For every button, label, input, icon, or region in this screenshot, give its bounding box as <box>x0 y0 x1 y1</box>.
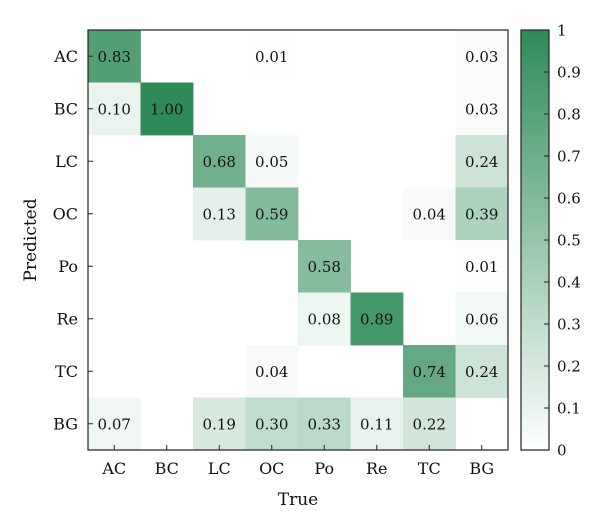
cell-value-label: 0.33 <box>308 415 341 433</box>
colorbar-tick-label: 0.8 <box>557 106 581 124</box>
y-tick-label: BG <box>53 414 78 433</box>
x-tick-label: Re <box>366 459 388 478</box>
heatmap-cell <box>455 82 509 136</box>
colorbar-tick-label: 0.9 <box>557 64 581 82</box>
cell-value-label: 0.11 <box>360 415 393 433</box>
heatmap-cell <box>88 30 141 83</box>
heatmap-cells: 0.83 0.01 0.03 0.10 1.00 0.03 0.68 0.05 0.24 0.13… <box>88 30 509 451</box>
cell-value-label: 0.68 <box>203 153 236 171</box>
heatmap-cell <box>403 345 456 398</box>
y-tick-label: BC <box>54 99 78 118</box>
colorbar-tick-label: 0.7 <box>557 148 581 166</box>
heatmap-cell <box>455 240 509 293</box>
colorbar-ticks: 0 0.1 0.2 0.3 0.4 0.5 0.6 0.7 0.8 0.9 1 <box>544 22 581 460</box>
cell-value-label: 0.58 <box>308 258 341 276</box>
colorbar-tick-label: 0 <box>557 442 567 460</box>
colorbar-tick-label: 0.3 <box>557 316 581 334</box>
colorbar-tick-label: 0.4 <box>557 274 581 292</box>
cell-value-label: 0.01 <box>465 258 498 276</box>
heatmap-cell <box>88 397 141 451</box>
heatmap-cell <box>245 345 299 398</box>
heatmap-cell <box>193 397 246 451</box>
heatmap-cell <box>403 187 456 241</box>
colorbar-tick-label: 0.5 <box>557 232 581 250</box>
cell-value-label: 0.19 <box>203 415 236 433</box>
colorbar-tick-label: 1 <box>557 22 567 40</box>
y-tick-label: LC <box>55 152 78 171</box>
heatmap-cell <box>245 187 299 241</box>
heatmap-cell <box>455 187 509 241</box>
heatmap-cell <box>140 82 194 136</box>
heatmap-cell <box>245 30 299 83</box>
heatmap-cell <box>245 135 299 188</box>
heatmap-cell <box>455 292 509 346</box>
heatmap-cell <box>455 135 509 188</box>
cell-value-label: 0.01 <box>255 48 288 66</box>
cell-value-label: 0.22 <box>413 415 446 433</box>
cell-value-label: 0.83 <box>98 48 131 66</box>
cell-value-label: 0.03 <box>465 100 498 118</box>
cell-value-label: 0.08 <box>308 310 341 328</box>
cell-value-label: 0.04 <box>413 205 446 223</box>
y-tick-label: Re <box>56 309 78 328</box>
heatmap-cell <box>455 30 509 83</box>
y-axis-label: Predicted <box>21 198 41 281</box>
y-tick-label: AC <box>53 47 78 66</box>
plot-frame <box>87 29 509 451</box>
y-tick-label: TC <box>55 362 78 381</box>
x-tick-label: AC <box>101 459 126 478</box>
x-tick-label: Po <box>314 459 334 478</box>
heatmap-cell <box>193 187 246 241</box>
colorbar-tick-label: 0.2 <box>557 358 581 376</box>
heatmap-cell <box>245 397 299 451</box>
heatmap-cell <box>350 397 404 451</box>
cell-value-label: 0.03 <box>465 48 498 66</box>
x-tick-label: OC <box>259 459 284 478</box>
x-tick-label: LC <box>208 459 231 478</box>
x-tick-label: BC <box>155 459 179 478</box>
cell-value-label: 0.74 <box>413 363 446 381</box>
heatmap-cell <box>455 345 509 398</box>
colorbar-tick-label: 0.1 <box>557 400 581 418</box>
heatmap-cell <box>350 292 404 346</box>
cell-value-label: 1.00 <box>150 100 183 118</box>
cell-value-label: 0.13 <box>203 205 236 223</box>
cell-value-label: 0.10 <box>98 100 131 118</box>
y-tick-label: OC <box>53 204 78 223</box>
cell-value-label: 0.59 <box>255 205 288 223</box>
heatmap-cell <box>403 397 456 451</box>
cell-value-label: 0.39 <box>465 205 498 223</box>
cell-value-label: 0.04 <box>255 363 288 381</box>
cell-value-label: 0.30 <box>255 415 288 433</box>
cell-value-label: 0.89 <box>360 310 393 328</box>
heatmap-cell <box>88 82 141 136</box>
cell-value-label: 0.07 <box>98 415 131 433</box>
x-axis-label: True <box>278 490 318 510</box>
x-tick-labels: AC BC LC OC Po Re TC BG <box>101 445 494 478</box>
heatmap-cell <box>193 135 246 188</box>
heatmap-cell <box>298 240 351 293</box>
x-tick-label: BG <box>469 459 494 478</box>
cell-value-label: 0.06 <box>465 310 498 328</box>
cell-value-label: 0.24 <box>465 363 498 381</box>
colorbar-tick-label: 0.6 <box>557 190 581 208</box>
y-tick-labels: AC BC LC OC Po Re TC BG <box>53 47 93 433</box>
heatmap-cell <box>298 292 351 346</box>
cell-value-label: 0.24 <box>465 153 498 171</box>
x-tick-label: TC <box>418 459 441 478</box>
cell-value-label: 0.05 <box>255 153 288 171</box>
heatmap-cell <box>298 397 351 451</box>
y-tick-label: Po <box>58 257 78 276</box>
